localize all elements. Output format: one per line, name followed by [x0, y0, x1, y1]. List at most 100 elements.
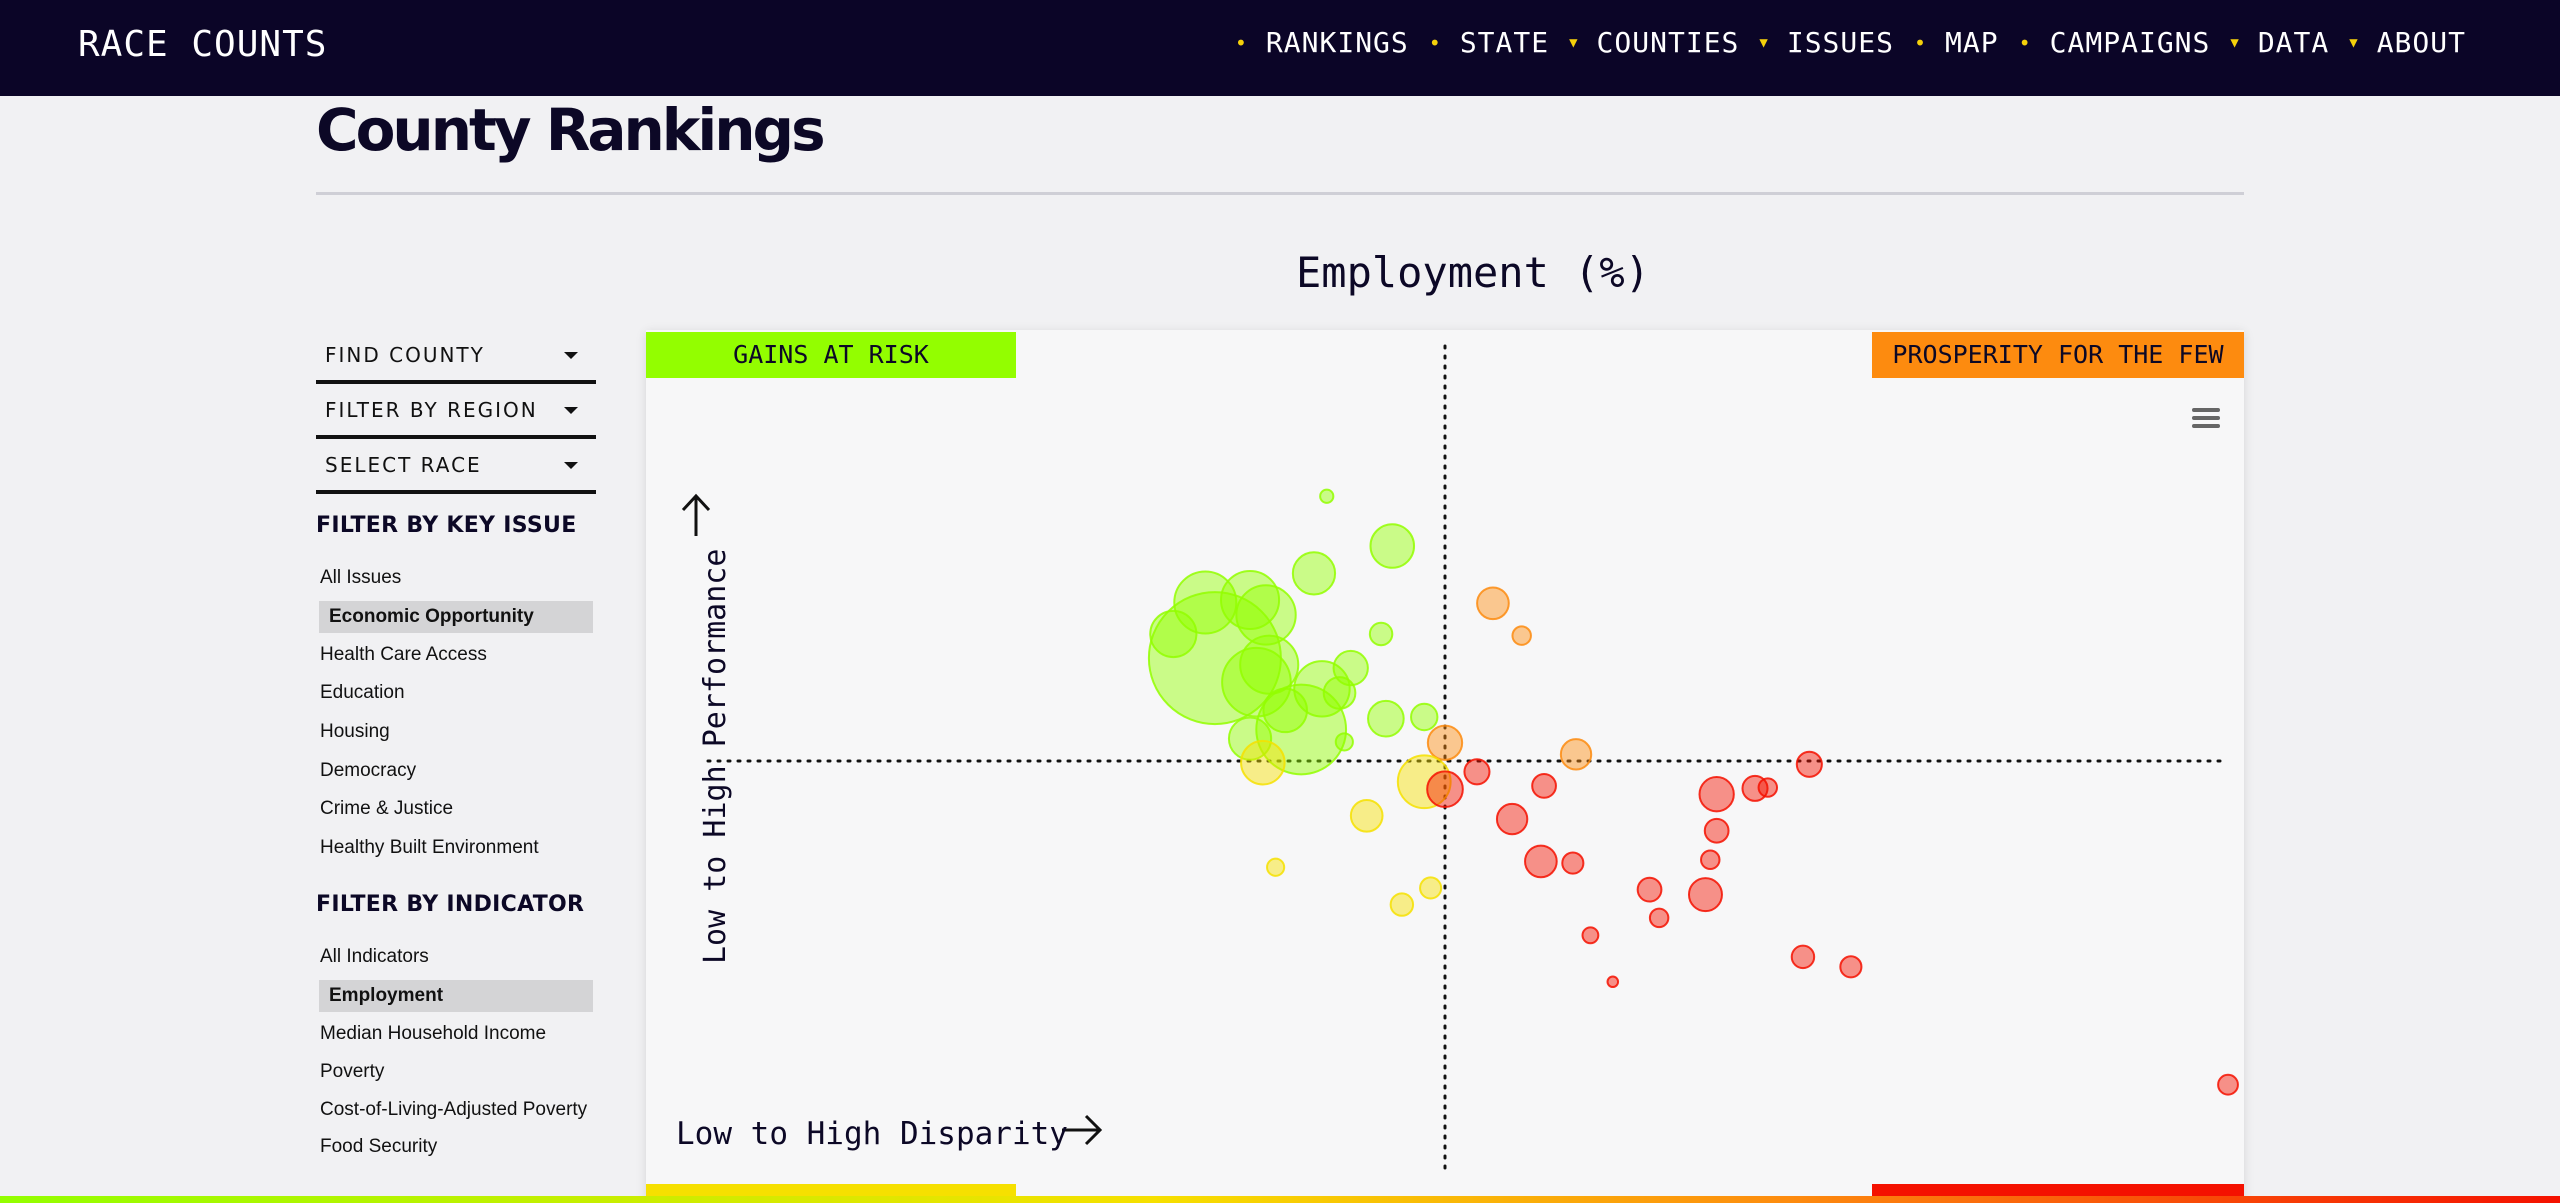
county-point[interactable]	[1511, 625, 1532, 646]
county-point[interactable]	[1266, 857, 1286, 877]
nav-item-label: ISSUES	[1786, 26, 1894, 59]
key-issue-heading: FILTER BY KEY ISSUE	[316, 513, 577, 538]
page-title: County Rankings	[316, 96, 826, 164]
county-point[interactable]	[1389, 892, 1415, 917]
dot-icon: •	[1428, 30, 1442, 55]
key-issue-health-care-access[interactable]: Health Care Access	[320, 643, 487, 665]
county-point[interactable]	[1240, 739, 1286, 786]
triangle-down-icon: ▼	[2349, 34, 2359, 51]
filter-region-dropdown[interactable]: FILTER BY REGION	[316, 385, 596, 439]
indicator-all-indicators[interactable]: All Indicators	[320, 946, 429, 967]
indicator-cost-of-living-adjusted-poverty[interactable]: Cost-of-Living-Adjusted Poverty	[320, 1099, 588, 1121]
triangle-down-icon: ▼	[1759, 34, 1769, 51]
nav-item-label: CAMPAIGNS	[2049, 26, 2211, 59]
nav-item-label: STATE	[1459, 26, 1550, 59]
county-point[interactable]	[1334, 732, 1354, 752]
select-race-label: SELECT RACE	[325, 453, 482, 477]
nav-item-about[interactable]: ▼ ABOUT	[2349, 26, 2466, 59]
county-point[interactable]	[1319, 488, 1335, 504]
county-point[interactable]	[1396, 754, 1452, 810]
quadrant-label-gains-at-risk: GAINS AT RISK	[646, 332, 1016, 378]
nav-item-label: RANKINGS	[1265, 26, 1409, 59]
county-point[interactable]	[1239, 634, 1300, 695]
county-point[interactable]	[1636, 876, 1663, 903]
find-county-dropdown[interactable]: FIND COUNTY	[316, 330, 596, 384]
county-point[interactable]	[1149, 609, 1198, 659]
nav-item-data[interactable]: ▼ DATA	[2230, 26, 2329, 59]
triangle-down-icon: ▼	[1569, 34, 1579, 51]
county-point[interactable]	[1262, 687, 1308, 734]
caret-down-icon	[564, 406, 578, 414]
nav-item-rankings[interactable]: • RANKINGS	[1235, 26, 1409, 59]
county-point[interactable]	[1410, 702, 1439, 732]
indicator-employment[interactable]: Employment	[319, 979, 593, 1012]
dot-icon: •	[2018, 30, 2032, 55]
county-point[interactable]	[1531, 773, 1557, 799]
nav-item-map[interactable]: • MAP	[1914, 26, 1999, 59]
key-issue-crime-justice[interactable]: Crime & Justice	[320, 798, 454, 820]
triangle-down-icon: ▼	[2230, 34, 2240, 51]
indicator-food-security[interactable]: Food Security	[320, 1136, 438, 1158]
chart-title: Employment (%)	[1296, 248, 1651, 297]
county-point[interactable]	[1426, 724, 1464, 761]
key-issue-education[interactable]: Education	[320, 682, 405, 704]
dot-icon: •	[1914, 30, 1928, 55]
quadrant-label-prosperity-for-the-few: PROSPERITY FOR THE FEW	[1872, 332, 2244, 378]
county-point[interactable]	[1322, 676, 1357, 710]
county-point[interactable]	[1367, 699, 1405, 738]
county-point[interactable]	[1463, 758, 1491, 786]
county-point[interactable]	[1476, 586, 1510, 621]
county-point[interactable]	[1227, 716, 1273, 761]
county-point[interactable]	[1648, 907, 1670, 929]
county-point[interactable]	[1255, 683, 1348, 776]
key-issue-healthy-built-environment[interactable]: Healthy Built Environment	[320, 837, 539, 859]
nav-item-label: ABOUT	[2376, 26, 2466, 59]
county-point[interactable]	[1703, 817, 1730, 844]
key-issue-all-issues[interactable]: All Issues	[320, 567, 402, 588]
county-point[interactable]	[1700, 849, 1721, 871]
indicator-poverty[interactable]: Poverty	[320, 1061, 385, 1083]
quadrant-stripe-bottom-left	[646, 1184, 1016, 1198]
find-county-label: FIND COUNTY	[325, 343, 485, 367]
county-point[interactable]	[1291, 551, 1337, 596]
key-issue-housing[interactable]: Housing	[320, 721, 390, 743]
nav-item-label: DATA	[2257, 26, 2330, 59]
nav-item-issues[interactable]: ▼ ISSUES	[1759, 26, 1894, 59]
county-point[interactable]	[1369, 523, 1416, 569]
nav-item-campaigns[interactable]: • CAMPAIGNS	[2019, 26, 2211, 59]
county-point[interactable]	[1839, 955, 1863, 979]
county-point[interactable]	[1606, 975, 1620, 989]
county-point[interactable]	[1581, 926, 1600, 945]
chart-menu-hamburger-icon[interactable]	[2188, 402, 2224, 434]
county-point[interactable]	[1426, 770, 1464, 809]
nav-item-counties[interactable]: ▼ COUNTIES	[1569, 26, 1739, 59]
county-point[interactable]	[1757, 777, 1779, 798]
nav-item-state[interactable]: • STATE	[1429, 26, 1549, 59]
county-point[interactable]	[1795, 750, 1823, 778]
title-divider	[316, 192, 2244, 195]
caret-down-icon	[564, 351, 578, 359]
county-point[interactable]	[1790, 944, 1816, 970]
county-point[interactable]	[1495, 802, 1529, 836]
county-point[interactable]	[1221, 646, 1292, 718]
county-point[interactable]	[1368, 621, 1394, 647]
county-point[interactable]	[1698, 776, 1735, 813]
county-point[interactable]	[1419, 876, 1443, 900]
county-point[interactable]	[2217, 1073, 2239, 1096]
county-point[interactable]	[1524, 844, 1558, 879]
county-point[interactable]	[1561, 851, 1585, 875]
key-issue-democracy[interactable]: Democracy	[320, 759, 417, 781]
x-axis-label: Low to High Disparity	[676, 1116, 1068, 1152]
indicator-median-household-income[interactable]: Median Household Income	[320, 1022, 547, 1044]
page-bottom-gradient	[0, 1196, 2560, 1203]
county-point[interactable]	[1349, 798, 1384, 833]
nav-item-label: COUNTIES	[1596, 26, 1740, 59]
key-issue-economic-opportunity[interactable]: Economic Opportunity	[319, 600, 593, 633]
site-logo[interactable]: RACE COUNTS	[78, 24, 328, 65]
select-race-dropdown[interactable]: SELECT RACE	[316, 440, 596, 494]
top-navigation: RACE COUNTS • RANKINGS • STATE ▼ COUNTIES ▼ ISS…	[0, 0, 2560, 96]
county-point[interactable]	[1559, 738, 1593, 771]
indicator-heading: FILTER BY INDICATOR	[316, 892, 585, 917]
county-point[interactable]	[1687, 877, 1723, 913]
quadrant-stripe-bottom-right	[1872, 1184, 2244, 1198]
